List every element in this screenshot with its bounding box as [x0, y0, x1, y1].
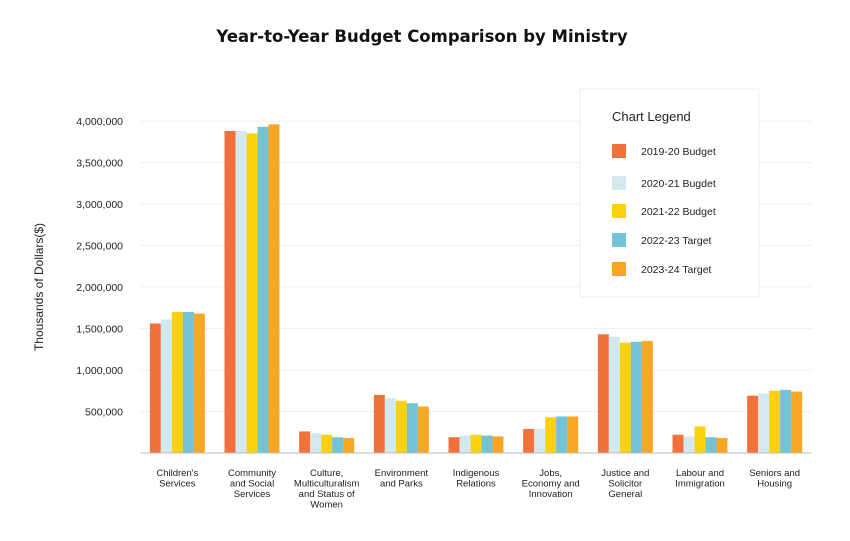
x-category-label: Relations — [456, 479, 496, 490]
legend-swatch — [612, 204, 626, 218]
bar — [193, 313, 205, 453]
bar — [417, 406, 429, 453]
bar — [567, 416, 579, 453]
x-category-label: Housing — [757, 479, 792, 490]
bar — [373, 394, 385, 453]
bar — [523, 428, 535, 453]
x-category-label: Multiculturalism — [294, 479, 360, 490]
y-tick-label: 1,500,000 — [76, 324, 123, 336]
x-category-label: Services — [159, 479, 196, 490]
bar — [758, 393, 770, 453]
x-category-label: Jobs, — [539, 468, 562, 479]
x-category-label: Economy and — [522, 479, 580, 490]
bar — [395, 400, 407, 453]
bar — [246, 133, 258, 453]
bar — [545, 417, 557, 453]
bar — [406, 403, 418, 453]
legend-entry-label: 2023-24 Target — [641, 264, 712, 276]
x-category-label: and Social — [230, 479, 274, 490]
bar — [672, 434, 684, 453]
bar — [448, 437, 460, 453]
bar — [791, 391, 803, 453]
legend-entry-label: 2021-22 Budget — [641, 206, 716, 218]
y-tick-label: 1,000,000 — [76, 365, 123, 377]
bar — [224, 130, 236, 453]
bar — [182, 311, 194, 453]
bar — [257, 126, 269, 453]
x-category-label: Children's — [156, 468, 198, 479]
y-tick-label: 3,500,000 — [76, 158, 123, 170]
bar — [299, 431, 311, 453]
y-tick-label: 2,000,000 — [76, 282, 123, 294]
x-category-label: Culture, — [310, 468, 343, 479]
legend-swatch — [612, 176, 626, 190]
x-category-label: Community — [228, 468, 276, 479]
x-category-label: Justice and — [601, 468, 649, 479]
bars — [149, 124, 803, 453]
bar — [641, 340, 653, 453]
y-axis-label: Thousands of Dollars($) — [32, 223, 46, 351]
x-category-label: Immigration — [675, 479, 725, 490]
y-tick-label: 3,000,000 — [76, 199, 123, 211]
legend-entry-label: 2019-20 Budget — [641, 146, 716, 158]
legend-box — [579, 88, 760, 298]
bar — [556, 416, 568, 453]
bar — [171, 311, 183, 453]
bar — [683, 436, 695, 453]
legend-swatch — [612, 144, 626, 158]
bar — [534, 428, 546, 453]
x-category-label: Labour and — [676, 468, 724, 479]
legend-entry-label: 2020-21 Bugdet — [641, 178, 716, 190]
chart-title: Year-to-Year Budget Comparison by Minist… — [215, 27, 627, 46]
bar — [597, 334, 609, 453]
x-category-label: and Parks — [380, 479, 423, 490]
y-tick-label: 4,000,000 — [76, 116, 123, 128]
x-category-label: Indigenous — [453, 468, 500, 479]
bar — [459, 435, 471, 453]
bar — [619, 342, 631, 453]
y-tick-label: 2,500,000 — [76, 241, 123, 253]
bar — [705, 437, 717, 453]
bar — [630, 341, 642, 453]
bar — [769, 390, 781, 453]
y-tick-label: 500,000 — [85, 407, 123, 419]
bar — [780, 389, 792, 453]
bar — [268, 124, 280, 453]
chart-legend: Chart Legend 2019-20 Budget 2020-21 Bugde… — [579, 88, 760, 298]
bar — [470, 434, 482, 453]
bar — [492, 436, 504, 453]
x-category-label: Services — [234, 489, 271, 500]
bar — [321, 434, 333, 453]
bar — [332, 437, 344, 453]
bar — [160, 319, 172, 453]
x-category-label: General — [608, 489, 642, 500]
x-category-label: Seniors and — [749, 468, 800, 479]
bar — [608, 336, 620, 453]
x-category-label: Environment — [375, 468, 429, 479]
y-tick-labels: 500,000 1,000,000 1,500,000 2,000,000 2,500,… — [76, 116, 123, 419]
bar — [343, 438, 355, 453]
x-category-label: Women — [310, 500, 343, 511]
bar — [716, 438, 728, 453]
legend-swatch — [612, 262, 626, 276]
legend-swatch — [612, 233, 626, 247]
legend-title: Chart Legend — [612, 109, 691, 124]
bar — [481, 435, 493, 453]
bar — [149, 323, 161, 453]
bar — [747, 395, 759, 453]
bar — [384, 398, 396, 453]
bar — [235, 130, 247, 453]
legend-entry-label: 2022-23 Target — [641, 235, 712, 247]
x-category-label: Innovation — [529, 489, 573, 500]
x-category-label: Solicitor — [608, 479, 642, 490]
x-category-label: and Status of — [299, 489, 355, 500]
bar — [310, 433, 322, 453]
bar — [694, 426, 706, 453]
